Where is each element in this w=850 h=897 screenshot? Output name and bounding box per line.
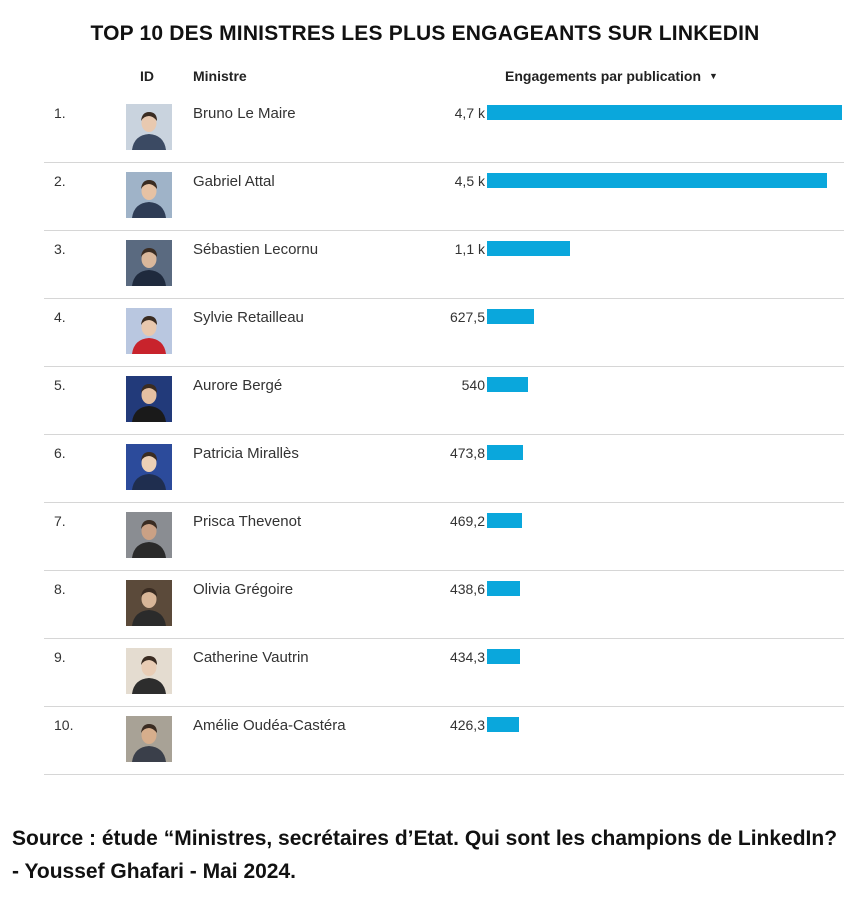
data-label: 438,6 <box>449 581 485 597</box>
bar[interactable] <box>487 717 519 732</box>
avatar <box>126 512 172 558</box>
row-rank: 7. <box>54 513 66 529</box>
column-header-engagements-label: Engagements par publication <box>505 68 702 84</box>
row-divider <box>44 774 844 775</box>
data-label: 627,5 <box>449 309 485 325</box>
row-divider <box>44 434 844 435</box>
row-rank: 9. <box>54 649 66 665</box>
minister-name: Patricia Mirallès <box>193 445 299 462</box>
bar[interactable] <box>487 649 520 664</box>
avatar <box>126 104 172 150</box>
avatar <box>126 240 172 286</box>
avatar <box>126 172 172 218</box>
bar[interactable] <box>487 105 842 120</box>
avatar <box>126 444 172 490</box>
bar[interactable] <box>487 241 570 256</box>
row-rank: 1. <box>54 105 66 121</box>
minister-name: Sébastien Lecornu <box>193 241 319 258</box>
row-rank: 5. <box>54 377 66 393</box>
table-row[interactable]: 2. Gabriel Attal 4,5 k <box>0 163 850 231</box>
bar[interactable] <box>487 581 520 596</box>
column-header-id[interactable]: ID <box>140 68 154 84</box>
row-divider <box>44 706 844 707</box>
column-header-engagements[interactable]: Engagements par publication ▼ <box>505 68 718 84</box>
minister-name: Olivia Grégoire <box>193 581 294 598</box>
row-rank: 8. <box>54 581 66 597</box>
row-rank: 3. <box>54 241 66 257</box>
data-label: 426,3 <box>449 717 485 733</box>
row-divider <box>44 502 844 503</box>
minister-name: Bruno Le Maire <box>193 105 296 122</box>
bar[interactable] <box>487 377 528 392</box>
avatar <box>126 716 172 762</box>
data-label: 469,2 <box>449 513 485 529</box>
row-divider <box>44 298 844 299</box>
table-row[interactable]: 4. Sylvie Retailleau 627,5 <box>0 299 850 367</box>
avatar <box>126 648 172 694</box>
bar[interactable] <box>487 445 523 460</box>
bar[interactable] <box>487 309 534 324</box>
table-row[interactable]: 7. Prisca Thevenot 469,2 <box>0 503 850 571</box>
data-label: 1,1 k <box>454 241 485 257</box>
table-row[interactable]: 9. Catherine Vautrin 434,3 <box>0 639 850 707</box>
avatar <box>126 376 172 422</box>
data-label: 4,7 k <box>454 105 485 121</box>
table-row[interactable]: 5. Aurore Bergé 540 <box>0 367 850 435</box>
data-label: 540 <box>461 377 485 393</box>
row-rank: 10. <box>54 717 74 733</box>
bar[interactable] <box>487 513 522 528</box>
avatar <box>126 308 172 354</box>
table-row[interactable]: 3. Sébastien Lecornu 1,1 k <box>0 231 850 299</box>
row-rank: 6. <box>54 445 66 461</box>
row-divider <box>44 638 844 639</box>
row-rank: 2. <box>54 173 66 189</box>
table-row[interactable]: 8. Olivia Grégoire 438,6 <box>0 571 850 639</box>
minister-name: Prisca Thevenot <box>193 513 302 530</box>
row-divider <box>44 162 844 163</box>
minister-name: Aurore Bergé <box>193 377 283 394</box>
avatar <box>126 580 172 626</box>
row-divider <box>44 366 844 367</box>
data-label: 4,5 k <box>454 173 485 189</box>
minister-name: Gabriel Attal <box>193 173 275 190</box>
sort-descending-icon[interactable]: ▼ <box>709 71 718 81</box>
minister-name: Sylvie Retailleau <box>193 309 304 326</box>
chart-title: TOP 10 DES MINISTRES LES PLUS ENGAGEANTS… <box>90 22 760 45</box>
data-label: 473,8 <box>449 445 485 461</box>
minister-name: Catherine Vautrin <box>193 649 309 666</box>
table-row[interactable]: 10. Amélie Oudéa-Castéra 426,3 <box>0 707 850 775</box>
table-row[interactable]: 6. Patricia Mirallès 473,8 <box>0 435 850 503</box>
source-note: Source : étude “Ministres, secrétaires d… <box>12 827 838 883</box>
minister-name: Amélie Oudéa-Castéra <box>193 717 346 734</box>
data-label: 434,3 <box>449 649 485 665</box>
table-row[interactable]: 1. Bruno Le Maire 4,7 k <box>0 95 850 163</box>
row-divider <box>44 570 844 571</box>
row-divider <box>44 230 844 231</box>
column-header-ministre[interactable]: Ministre <box>193 68 247 84</box>
row-rank: 4. <box>54 309 66 325</box>
bar[interactable] <box>487 173 827 188</box>
